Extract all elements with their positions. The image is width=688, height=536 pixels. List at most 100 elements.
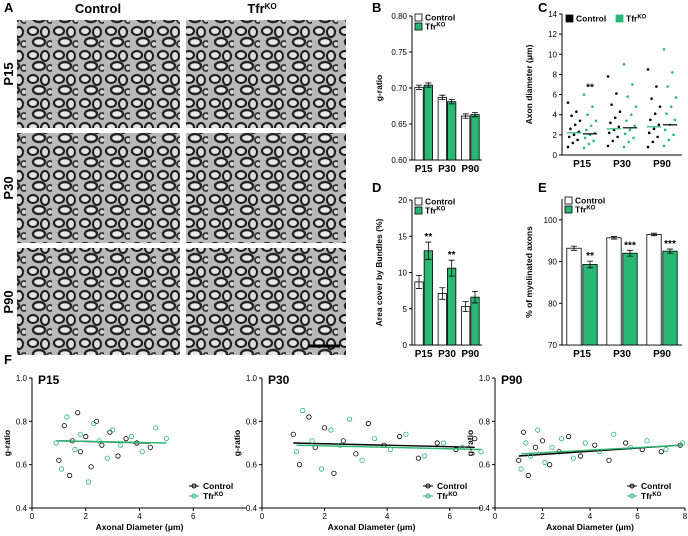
point [53, 440, 59, 446]
significance: *** [624, 240, 636, 251]
point [674, 96, 678, 99]
column-label: Control [75, 1, 121, 16]
x-tick-label: P30 [613, 159, 631, 170]
point [607, 131, 611, 135]
point [583, 136, 587, 140]
legend-name: Tfr [425, 206, 437, 216]
point [628, 128, 632, 132]
x-tick-label: 2 [540, 512, 545, 521]
bar [414, 86, 424, 161]
point [577, 453, 584, 459]
point [321, 425, 328, 431]
y-tick-label: 1.0 [479, 374, 491, 383]
x-tick-label: P90 [653, 159, 671, 170]
point [632, 136, 635, 140]
point [673, 118, 677, 122]
fit-line [293, 442, 475, 449]
column-label-sup: KO [265, 2, 277, 11]
point [163, 436, 169, 442]
y-tick-label: 90 [548, 258, 557, 267]
legend-sup: KO [637, 15, 646, 21]
bar [447, 267, 457, 346]
bar [437, 293, 447, 346]
x-axis-label: Axonal Diameter (μm) [328, 522, 416, 532]
point [649, 118, 652, 122]
point [672, 133, 675, 137]
error-bar [462, 301, 469, 313]
legend-label: Control [425, 197, 455, 207]
point [58, 466, 65, 472]
point [667, 138, 671, 142]
point [558, 436, 565, 442]
point [72, 446, 78, 453]
point [613, 116, 617, 120]
fit-line [296, 444, 482, 451]
micrograph [17, 20, 180, 128]
point [625, 119, 628, 123]
point [567, 135, 571, 139]
x-tick-label: 0 [493, 512, 498, 521]
error-bar [571, 245, 577, 251]
point [617, 125, 621, 129]
significance: ** [448, 250, 456, 261]
x-tick-label: 8 [683, 512, 688, 521]
y-tick-label: 5 [403, 305, 408, 314]
point [610, 103, 613, 106]
point [293, 449, 300, 455]
point [626, 95, 629, 98]
y-axis-label: g-ratio [232, 430, 242, 456]
legend-name: Tfr [425, 22, 437, 32]
x-tick-label: 4 [588, 512, 593, 521]
legend-marker [191, 493, 197, 499]
legend-name: Tfr [203, 491, 215, 501]
legend-name: Tfr [626, 14, 638, 24]
legend-label: Control [575, 196, 605, 206]
point [576, 138, 579, 142]
x-tick-label: P15 [415, 164, 433, 175]
point [128, 433, 135, 440]
point [582, 93, 586, 96]
bar [622, 252, 638, 346]
y-tick-label: 0.8 [479, 417, 491, 426]
legend-label: Control [203, 481, 233, 491]
legend-swatch [414, 22, 423, 31]
bar [662, 250, 678, 346]
point [662, 144, 666, 148]
point [290, 431, 296, 437]
point [353, 451, 359, 457]
legend-marker [191, 483, 197, 489]
y-tick-label: 10 [398, 269, 407, 278]
point [591, 105, 594, 108]
legend-swatch [414, 206, 423, 215]
point [566, 433, 572, 440]
error-bar [651, 232, 657, 237]
row-label: P15 [1, 62, 16, 85]
x-tick-label: P90 [653, 349, 671, 360]
legend-label: Control [641, 481, 671, 491]
y-tick-label: 4 [553, 111, 558, 120]
legend-sup: KO [436, 207, 445, 213]
y-tick-label: 0.8 [246, 417, 258, 426]
y-tick-label: 1.0 [16, 374, 28, 383]
bar [461, 306, 471, 346]
point [422, 453, 428, 459]
significance: ** [424, 232, 432, 243]
point [91, 420, 97, 427]
point [547, 462, 553, 468]
point [657, 123, 661, 127]
error-bar [611, 236, 617, 240]
point [570, 455, 576, 461]
significance: ** [586, 83, 594, 94]
y-axis-label: g-ratio [374, 75, 384, 101]
legend-sup: KO [652, 492, 661, 498]
point [115, 453, 121, 459]
error-bar [667, 248, 673, 254]
legend-swatch [414, 13, 423, 22]
point [653, 112, 657, 116]
point [671, 71, 674, 74]
point [403, 431, 409, 437]
point [611, 431, 617, 437]
legend-marker [425, 493, 431, 499]
point [572, 133, 576, 137]
error-bar [425, 241, 432, 260]
